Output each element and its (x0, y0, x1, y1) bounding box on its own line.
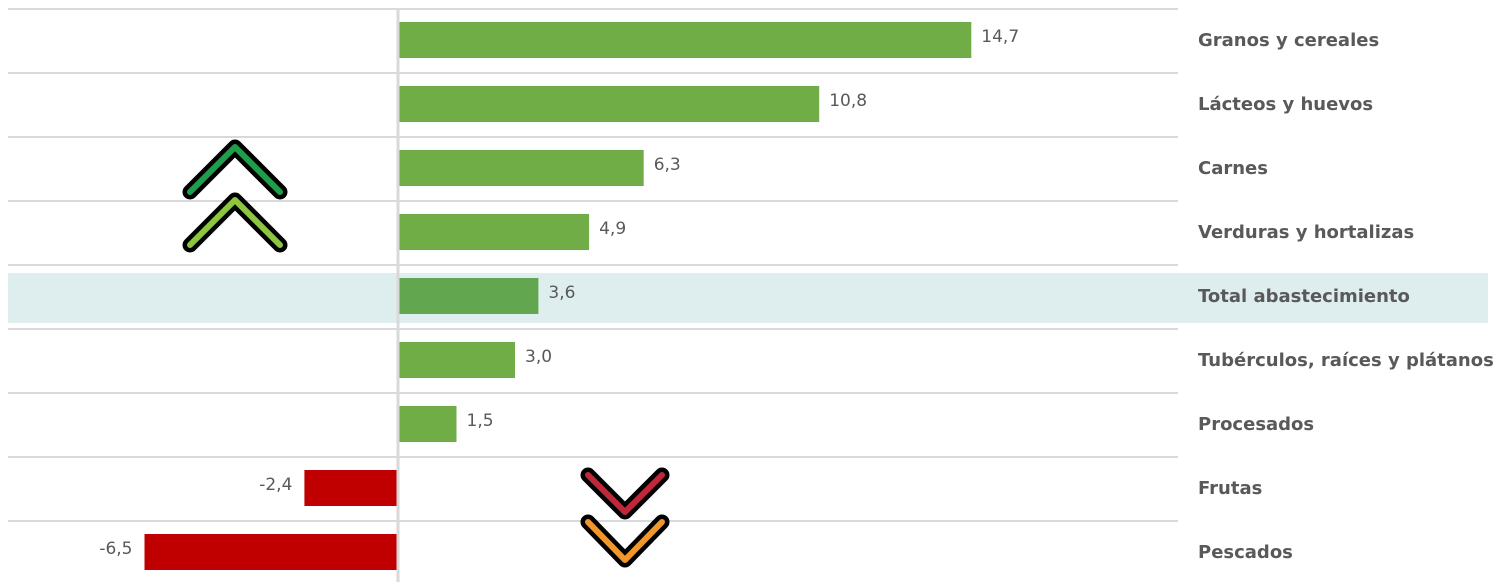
category-label: Procesados (1198, 414, 1314, 435)
value-label: 6,3 (654, 155, 681, 175)
bar (398, 406, 457, 442)
category-label: Lácteos y huevos (1198, 94, 1373, 115)
category-label: Carnes (1198, 158, 1268, 179)
chevron (585, 472, 665, 515)
category-label: Verduras y hortalizas (1198, 222, 1414, 243)
bar (144, 534, 398, 570)
bar (304, 470, 398, 506)
value-label: 4,9 (599, 219, 626, 239)
bar (398, 278, 539, 314)
category-label: Pescados (1198, 542, 1293, 563)
bar (398, 342, 515, 378)
highlight-row (8, 273, 1488, 323)
category-label: Granos y cereales (1198, 30, 1379, 51)
bar (398, 150, 644, 186)
chevron-outline (182, 139, 288, 200)
bar (398, 86, 820, 122)
chevron-outline (580, 467, 670, 520)
value-label: 3,6 (548, 283, 575, 303)
value-label: 1,5 (467, 411, 494, 431)
category-label: Frutas (1198, 478, 1262, 499)
chevron-outline (182, 192, 288, 253)
chevron (187, 197, 283, 248)
bar (398, 22, 972, 58)
bar (398, 214, 590, 250)
value-label: 10,8 (829, 91, 867, 111)
chevron (187, 144, 283, 195)
chevron (585, 519, 665, 563)
category-label: Total abastecimiento (1198, 286, 1410, 307)
value-label: 14,7 (981, 27, 1019, 47)
value-label: -2,4 (259, 475, 292, 495)
value-label: -6,5 (99, 539, 132, 559)
chevron-outline (580, 514, 670, 568)
value-label: 3,0 (525, 347, 552, 367)
category-label: Tubérculos, raíces y plátanos (1198, 350, 1494, 371)
